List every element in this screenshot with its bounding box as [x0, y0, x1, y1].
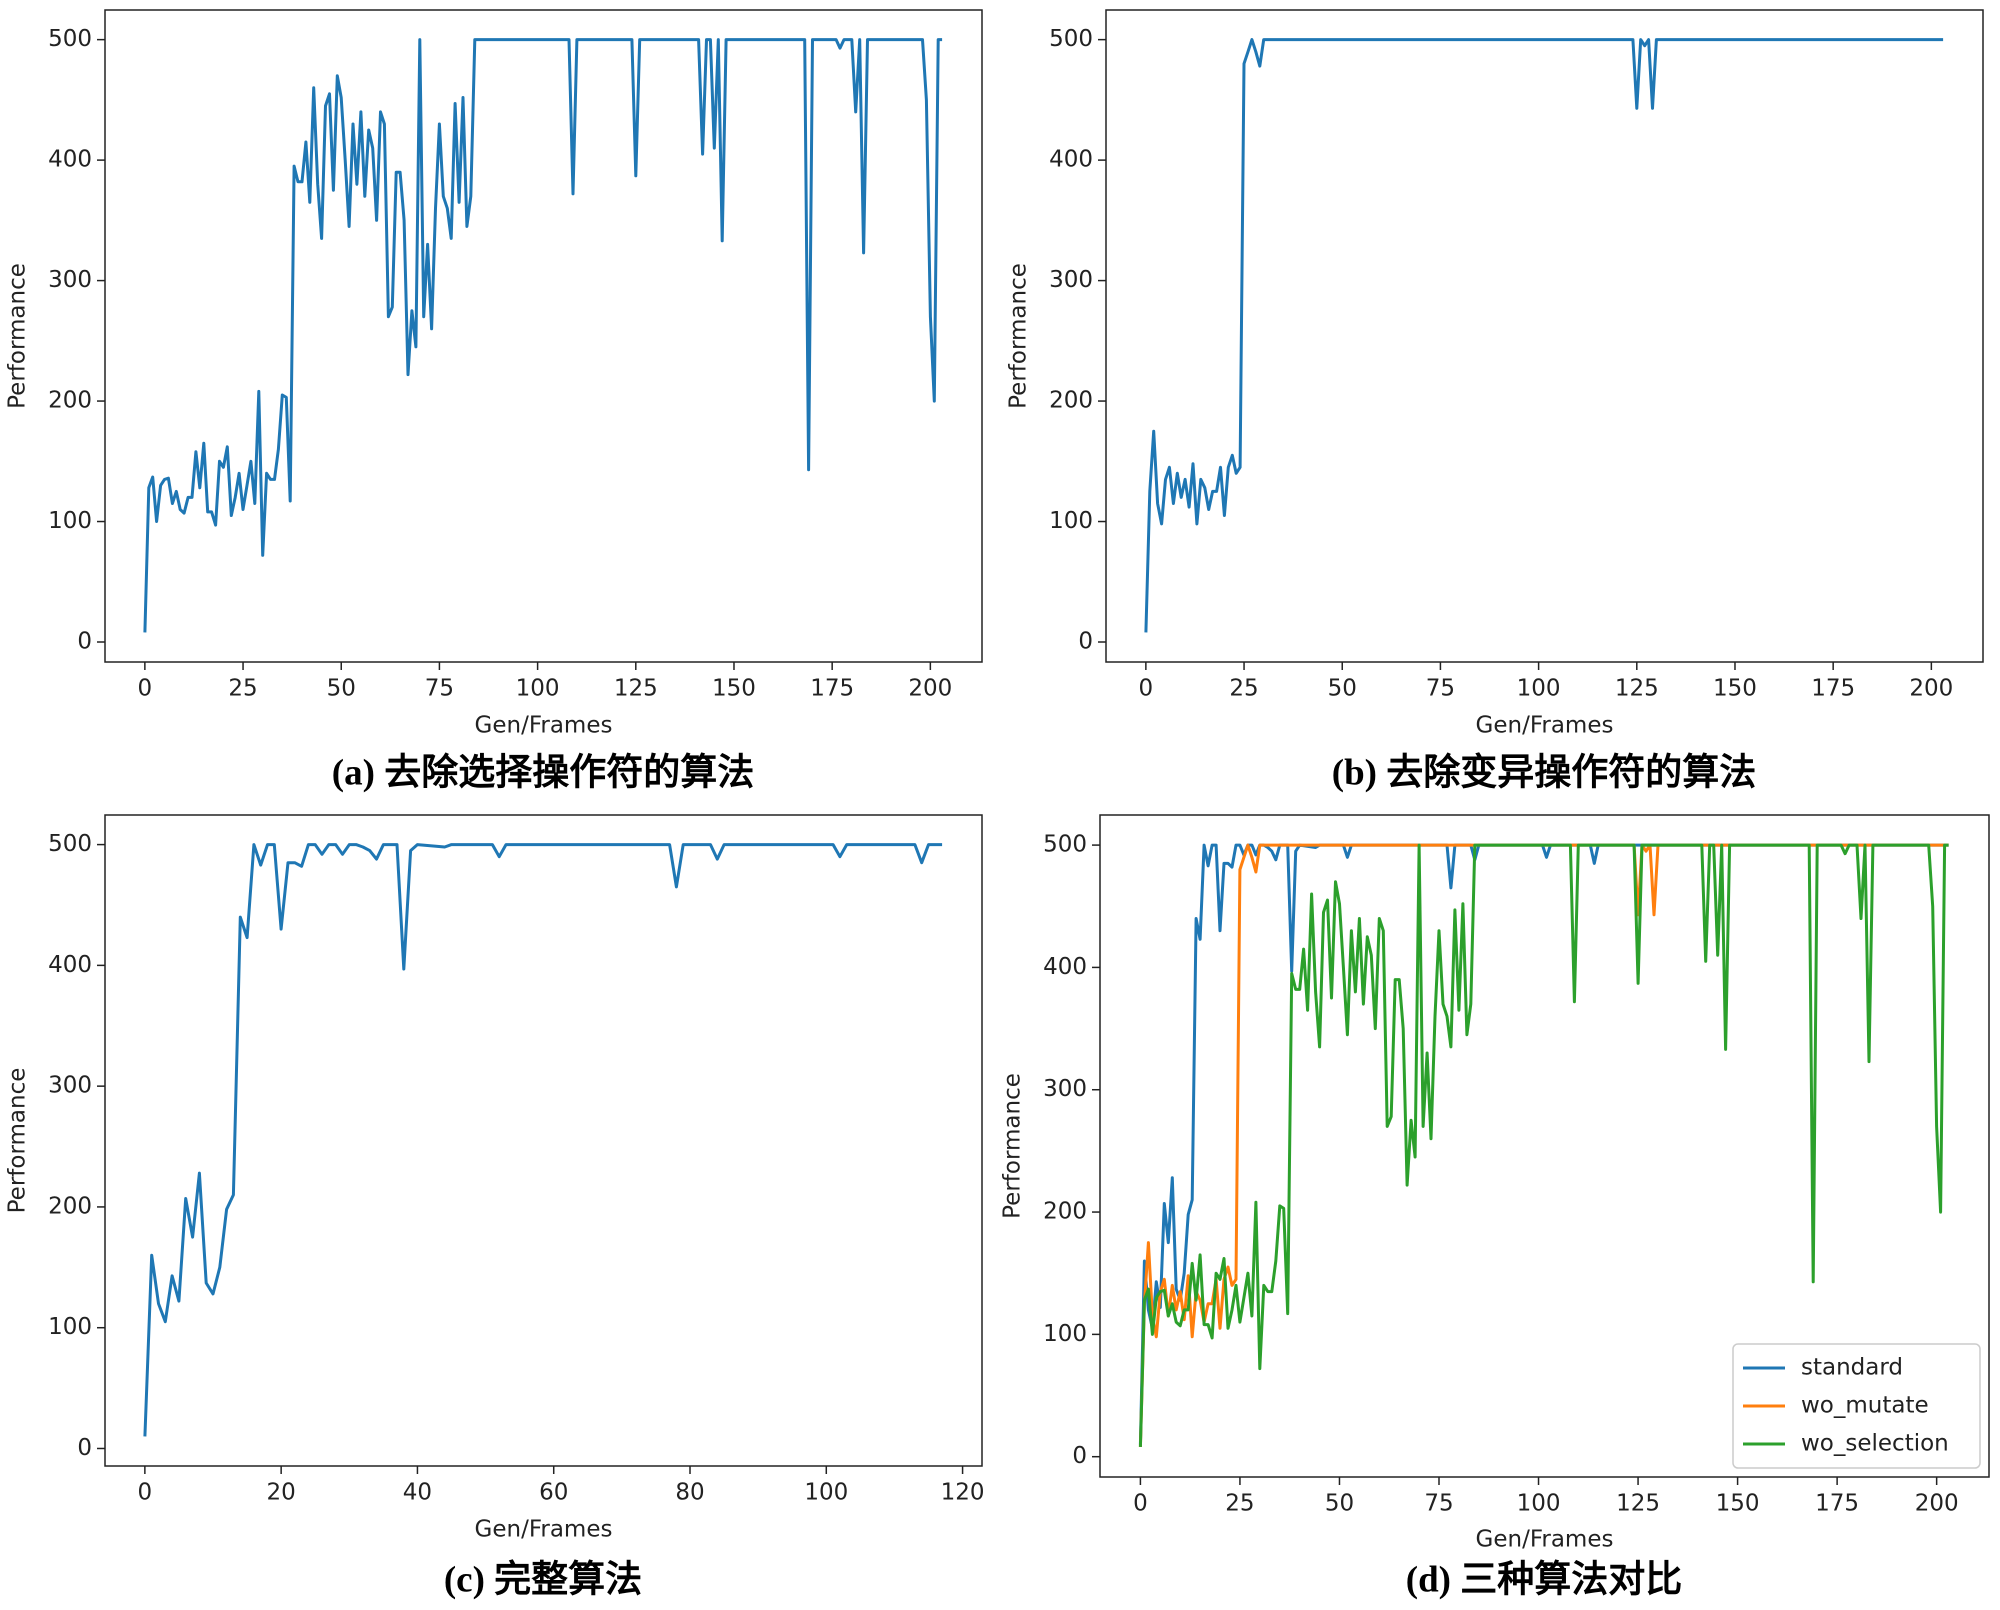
x-tick-label: 20 — [267, 1480, 296, 1506]
x-axis-label: Gen/Frames — [1476, 713, 1614, 739]
y-tick-label: 400 — [1043, 954, 1087, 980]
x-tick-label: 175 — [810, 676, 854, 702]
y-tick-label: 500 — [48, 26, 92, 52]
y-axis-label: Performance — [5, 263, 31, 409]
line-series — [143, 843, 943, 1437]
line-series — [143, 38, 943, 633]
y-axis-label: Performance — [1000, 1073, 1026, 1219]
y-tick-label: 100 — [1043, 1321, 1087, 1347]
caption: (a) 去除选择操作符的算法 — [332, 751, 754, 793]
x-tick-label: 150 — [712, 676, 756, 702]
x-tick-label: 175 — [1811, 676, 1855, 702]
x-tick-label: 75 — [425, 676, 454, 702]
x-tick-label: 0 — [1139, 676, 1154, 702]
line-series — [1138, 843, 1949, 1447]
line-series — [1144, 38, 1944, 633]
x-tick-label: 150 — [1716, 1491, 1760, 1517]
plot-frame — [1099, 814, 1990, 1478]
y-tick-label: 200 — [48, 388, 92, 414]
y-tick-label: 300 — [1049, 267, 1093, 293]
y-tick-label: 500 — [1049, 26, 1093, 52]
plot-frame — [104, 9, 983, 663]
x-tick-label: 100 — [804, 1480, 848, 1506]
y-tick-label: 100 — [1049, 508, 1093, 534]
y-axis-label: Performance — [5, 1068, 31, 1214]
y-tick-label: 100 — [48, 508, 92, 534]
y-tick-label: 200 — [1043, 1199, 1087, 1225]
x-tick-label: 125 — [614, 676, 658, 702]
x-tick-label: 80 — [675, 1480, 704, 1506]
x-axis-label: Gen/Frames — [1476, 1527, 1614, 1553]
y-tick-label: 300 — [48, 267, 92, 293]
x-tick-label: 75 — [1426, 676, 1455, 702]
caption: (c) 完整算法 — [444, 1557, 642, 1600]
y-tick-label: 200 — [1049, 388, 1093, 414]
x-tick-label: 25 — [228, 676, 257, 702]
x-tick-label: 200 — [1909, 676, 1953, 702]
plot-frame — [104, 814, 983, 1467]
x-tick-label: 150 — [1713, 676, 1757, 702]
x-tick-label: 40 — [403, 1480, 432, 1506]
y-tick-label: 500 — [1043, 832, 1087, 858]
x-tick-label: 100 — [1517, 1491, 1561, 1517]
x-tick-label: 50 — [327, 676, 356, 702]
y-tick-label: 200 — [48, 1193, 92, 1219]
x-tick-label: 75 — [1424, 1491, 1453, 1517]
y-tick-label: 0 — [1072, 1443, 1087, 1469]
caption: (b) 去除变异操作符的算法 — [1332, 751, 1756, 793]
x-tick-label: 60 — [539, 1480, 568, 1506]
x-tick-label: 125 — [1616, 1491, 1660, 1517]
x-tick-label: 125 — [1615, 676, 1659, 702]
y-tick-label: 400 — [1049, 147, 1093, 173]
x-tick-label: 50 — [1328, 676, 1357, 702]
x-tick-label: 0 — [1133, 1491, 1148, 1517]
x-tick-label: 175 — [1815, 1491, 1859, 1517]
x-axis-label: Gen/Frames — [475, 1517, 613, 1543]
plot-frame — [1105, 9, 1984, 663]
legend-label: standard — [1801, 1355, 1903, 1381]
legend-label: wo_selection — [1801, 1431, 1949, 1457]
legend-label: wo_mutate — [1801, 1393, 1929, 1419]
caption: (d) 三种算法对比 — [1406, 1558, 1682, 1600]
x-tick-label: 0 — [138, 676, 153, 702]
x-tick-label: 25 — [1229, 676, 1258, 702]
x-tick-label: 200 — [908, 676, 952, 702]
y-axis-label: Performance — [1006, 263, 1032, 409]
x-tick-label: 200 — [1915, 1491, 1959, 1517]
x-tick-label: 120 — [941, 1480, 985, 1506]
y-tick-label: 0 — [77, 629, 92, 655]
y-tick-label: 400 — [48, 952, 92, 978]
y-tick-label: 100 — [48, 1314, 92, 1340]
x-tick-label: 50 — [1325, 1491, 1354, 1517]
x-tick-label: 100 — [516, 676, 560, 702]
y-tick-label: 400 — [48, 147, 92, 173]
x-axis-label: Gen/Frames — [475, 713, 613, 739]
x-tick-label: 25 — [1225, 1491, 1254, 1517]
y-tick-label: 0 — [1078, 629, 1093, 655]
legend-box — [1732, 1343, 1981, 1469]
x-tick-label: 100 — [1517, 676, 1561, 702]
y-tick-label: 0 — [77, 1435, 92, 1461]
y-tick-label: 300 — [48, 1073, 92, 1099]
x-tick-label: 0 — [138, 1480, 153, 1506]
y-tick-label: 300 — [1043, 1076, 1087, 1102]
y-tick-label: 500 — [48, 831, 92, 857]
